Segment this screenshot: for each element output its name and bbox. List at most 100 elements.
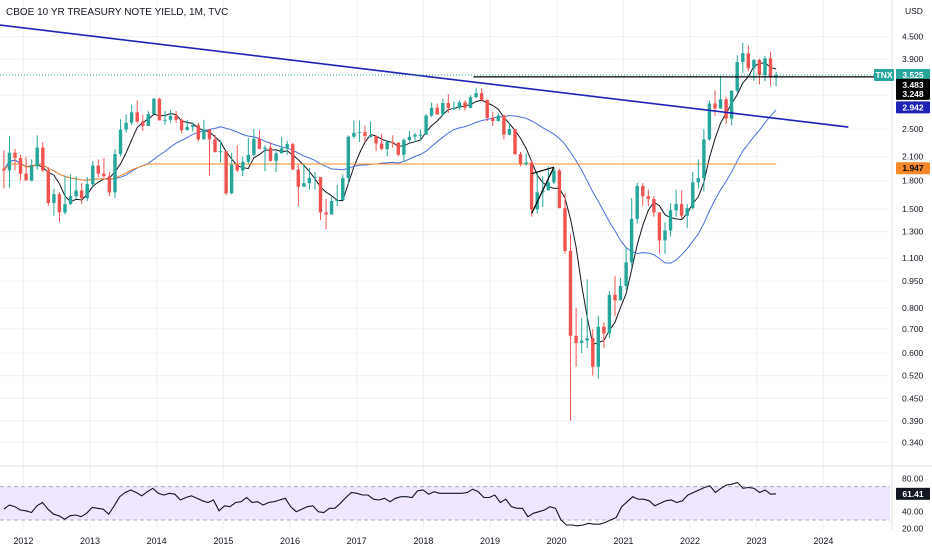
moving-averages [3,62,777,346]
candle-body [29,166,34,181]
candle-body [729,90,734,119]
candle-body [457,102,462,108]
candle-body [435,107,439,115]
candle-body [502,115,506,135]
candle-body [196,125,200,140]
candle-body [224,151,228,194]
time-tick-label: 2018 [413,536,433,546]
candle-body [374,136,378,144]
candle-body [752,59,756,69]
candle-body [146,114,150,126]
candle-body [468,97,473,108]
candle-body [668,210,673,231]
candles [2,42,778,421]
candle-body [607,294,612,334]
candle-body [524,162,528,165]
candle-body [346,136,350,178]
candle-body [302,183,306,187]
candle-body [741,53,745,62]
candle-body [324,212,328,215]
symbol-badge-label: TNX [876,70,893,80]
candle-body [707,103,712,140]
candle-body [774,75,778,78]
candle-body [696,178,700,183]
candle-body [179,119,184,131]
candle-body [402,140,406,155]
rsi-badge-value: 61.41 [902,489,924,499]
candle-body [424,115,428,135]
price-tick-label: 0.600 [902,348,924,358]
candle-body [35,147,39,167]
candle-body [618,286,623,301]
candle-body [474,93,478,98]
candle-body [757,59,762,76]
candle-body [613,294,617,301]
candle-body [7,152,12,171]
moving-average-line [3,62,777,346]
candle-body [41,147,45,171]
candle-body [713,103,717,109]
price-tick-label: 2.500 [902,124,924,134]
candle-body [646,196,650,199]
candle-body [479,93,484,100]
rsi-tick-label: 20.00 [902,523,924,533]
candle-body [413,134,417,137]
price-tick-label: 0.800 [902,303,924,313]
price-tick-label: 0.390 [902,416,924,426]
candle-body [463,102,467,108]
candle-body [13,152,17,158]
rsi-line [3,481,777,527]
currency-label: USD [905,6,923,16]
time-tick-label: 2013 [80,536,100,546]
candle-body [129,112,134,123]
price-badge-value: 3.525 [902,70,924,80]
candle-body [168,115,173,120]
candle-body [563,208,567,251]
candle-body [74,190,78,197]
candle-body [724,99,728,119]
price-tick-label: 0.950 [902,276,924,286]
price-tick-label: 2.100 [902,151,924,161]
candle-body [313,177,317,179]
candle-body [596,326,600,367]
price-tick-label: 1.100 [902,253,924,263]
candle-body [391,142,395,144]
candle-body [768,58,773,78]
candle-body [285,144,289,149]
candle-body [107,176,112,193]
candle-body [568,250,573,336]
candle-body [357,132,362,134]
candle-body [157,98,162,121]
candle-body [335,200,339,201]
price-badge-value: 1.947 [902,163,924,173]
candle-body [213,139,217,152]
candle-body [18,157,23,174]
candle-body [485,99,489,118]
candle-body [163,119,167,121]
candle-body [641,185,645,197]
rsi-tick-label: 40.00 [902,507,924,517]
candle-body [368,136,373,137]
candle-body [246,154,250,162]
candle-body [385,142,389,150]
rsi-badge [896,487,930,500]
candle-body [685,208,689,216]
candle-body [418,134,423,136]
candle-body [174,115,178,120]
candle-body [674,204,678,211]
candle-body [279,148,284,154]
time-tick-label: 2020 [547,536,567,546]
time-tick-label: 2024 [813,536,833,546]
candle-body [363,132,367,136]
candle-body [135,112,139,122]
price-badge-value: 2.942 [902,102,924,112]
candle-body [691,182,695,209]
price-tick-label: 0.450 [902,393,924,403]
time-tick-label: 2021 [613,536,633,546]
price-badge [896,87,930,100]
grid [0,0,890,530]
candle-body [624,262,628,286]
